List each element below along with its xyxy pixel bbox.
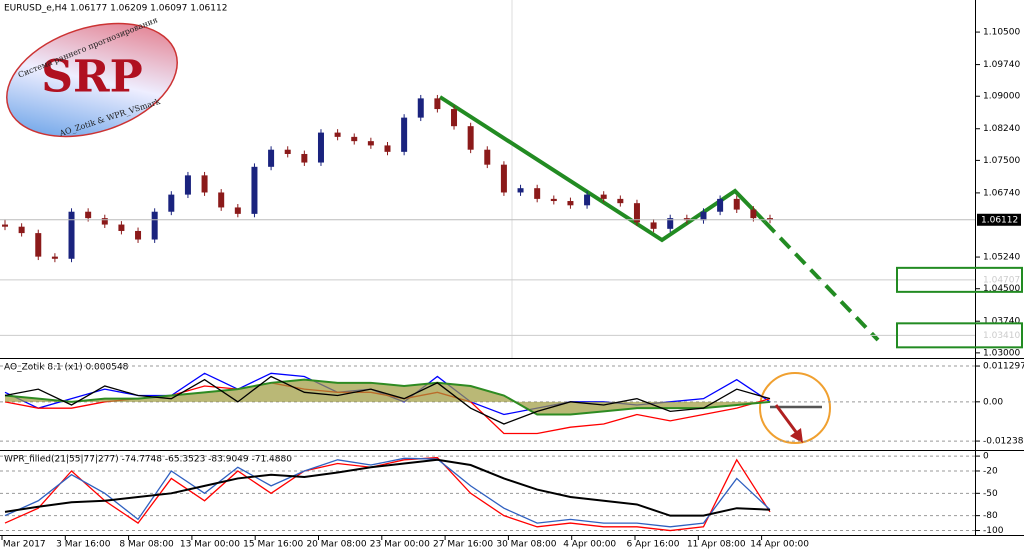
last-price-label: 1.06112 <box>981 215 1018 225</box>
candle-body <box>184 175 191 195</box>
x-tick-label: 15 Mar 16:00 <box>243 540 303 550</box>
candle-body <box>151 211 158 240</box>
x-tick-label: 23 Mar 00:00 <box>370 540 430 550</box>
candle-body <box>301 153 308 163</box>
candle-body <box>85 211 92 219</box>
y-tick-label: 1.09740 <box>983 60 1020 70</box>
y-tick-label: -80 <box>983 511 998 521</box>
candle-body <box>733 198 740 210</box>
indicator-line <box>4 378 771 416</box>
target-box <box>896 266 1023 293</box>
indicator-line <box>4 457 771 528</box>
candle-body <box>534 188 541 199</box>
y-tick-label: 0 <box>983 452 989 462</box>
logo-letters: SRP <box>41 52 142 103</box>
candle-body <box>51 256 58 259</box>
indicator-line <box>4 458 771 517</box>
x-tick-label: 4 Apr 00:00 <box>563 540 616 550</box>
ao-title: AO_Zotik 8.1 (x1) 0.000548 <box>4 363 129 373</box>
main-title: EURUSD_e,H4 1.06177 1.06209 1.06097 1.06… <box>4 4 227 14</box>
wpr-title: WPR_filled(21|55|77|277) -74.7748 -65.35… <box>4 455 292 465</box>
candle-body <box>633 203 640 223</box>
panel-borders <box>0 0 1024 536</box>
x-tick-label: 8 Mar 08:00 <box>119 540 174 550</box>
last-price-box <box>977 213 1021 226</box>
y-tick-label: 1.05240 <box>983 253 1020 263</box>
candle-body <box>434 98 441 110</box>
candle-body <box>401 117 408 152</box>
candle-body <box>717 198 724 212</box>
candle-body <box>467 126 474 150</box>
candle-body <box>517 188 524 193</box>
target-label: 1.03410 <box>983 331 1020 341</box>
y-tick-label: -50 <box>983 489 998 499</box>
x-tick-label: 13 Mar 00:00 <box>180 540 240 550</box>
candle-body <box>650 222 657 229</box>
candle-body <box>18 226 25 234</box>
candle-body <box>384 145 391 152</box>
x-tick-label: 30 Mar 08:00 <box>496 540 556 550</box>
y-tick-label: 1.06740 <box>983 188 1020 198</box>
indicator-line <box>4 375 771 425</box>
candle-body <box>251 166 258 214</box>
candle-body <box>317 132 324 163</box>
candle-body <box>750 209 757 219</box>
y-tick-label: -100 <box>983 526 1004 536</box>
candle-body <box>135 230 142 240</box>
ao-fill <box>5 379 770 415</box>
candle-body <box>683 218 690 221</box>
candle-body <box>484 149 491 165</box>
candle-body <box>367 141 374 146</box>
y-tick-label: 1.10500 <box>983 28 1020 38</box>
candle-body <box>284 149 291 154</box>
y-tick-label: 1.09000 <box>983 92 1020 102</box>
target-label: 1.04707 <box>983 275 1020 285</box>
candle-body <box>101 218 108 225</box>
x-tick-label: 27 Mar 16:00 <box>433 540 493 550</box>
y-tick-label: 0.011297 <box>983 362 1024 372</box>
x-tick-label: 20 Mar 08:00 <box>306 540 366 550</box>
y-tick-label: -0.012381 <box>983 437 1024 447</box>
y-tick-label: 0.00 <box>983 397 1003 407</box>
x-tick-label: 1 Mar 2017 <box>0 540 46 550</box>
candle-body <box>234 207 241 214</box>
y-tick-label: 1.03000 <box>983 348 1020 358</box>
candle-body <box>218 192 225 208</box>
y-tick-label: 1.08240 <box>983 124 1020 134</box>
candle-body <box>567 201 574 206</box>
indicator-line <box>4 456 771 532</box>
y-tick-label: 1.04500 <box>983 284 1020 294</box>
candle-body <box>767 218 773 220</box>
y-tick-label: 1.07500 <box>983 156 1020 166</box>
y-tick-label: -20 <box>983 466 998 476</box>
candle-body <box>500 164 507 193</box>
candle-body <box>35 233 42 257</box>
candle-body <box>667 218 674 229</box>
y-tick-label: 1.03740 <box>983 317 1020 327</box>
trend-lines <box>438 95 880 342</box>
candle-body <box>700 211 707 221</box>
candle-body <box>417 98 424 118</box>
candle-body <box>451 109 458 127</box>
candle-body <box>118 224 125 231</box>
x-tick-label: 3 Mar 16:00 <box>56 540 111 550</box>
x-tick-label: 6 Apr 16:00 <box>627 540 680 550</box>
candle-body <box>168 194 175 212</box>
candle-body <box>268 149 275 167</box>
candle-body <box>201 175 208 193</box>
candle-body <box>550 198 557 202</box>
x-tick-label: 14 Apr 00:00 <box>750 540 809 550</box>
candle-body <box>600 194 607 199</box>
forecast-marks <box>759 372 831 444</box>
candle-body <box>68 211 75 259</box>
x-tick-label: 11 Apr 08:00 <box>687 540 746 550</box>
candle-body <box>351 136 358 142</box>
candle-body <box>2 224 8 227</box>
candle-body <box>617 198 624 204</box>
logo: SRP Система раннего прогнозирования AO_Z… <box>6 15 178 138</box>
candle-body <box>334 132 341 137</box>
candle-body <box>584 194 591 206</box>
target-box <box>896 322 1023 349</box>
